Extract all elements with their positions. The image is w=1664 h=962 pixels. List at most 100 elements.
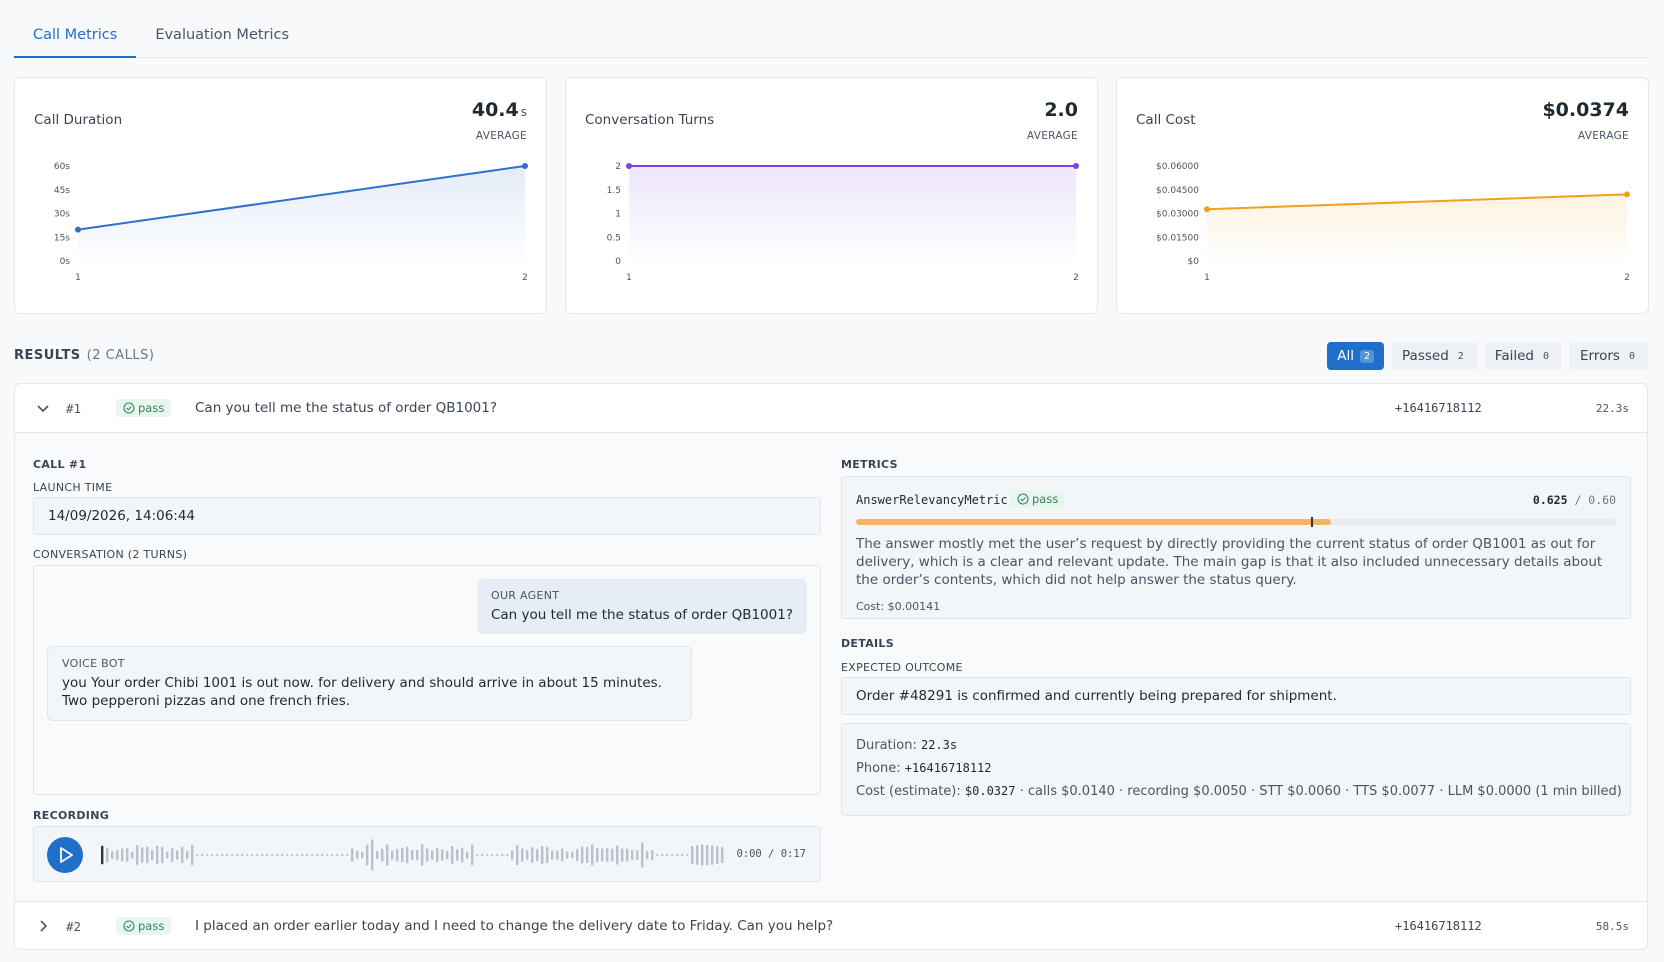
tab-evaluation-metrics[interactable]: Evaluation Metrics bbox=[155, 27, 290, 43]
waveform-bar bbox=[286, 854, 289, 856]
waveform-bar bbox=[686, 854, 689, 856]
waveform-bar bbox=[256, 854, 259, 856]
waveform-bar bbox=[666, 854, 669, 856]
waveform-bar bbox=[411, 849, 414, 861]
waveform-bar bbox=[601, 848, 604, 862]
waveform-bar bbox=[516, 844, 519, 866]
filter-failed-button[interactable]: Failed 0 bbox=[1484, 342, 1563, 370]
waveform-bar bbox=[431, 850, 434, 860]
y-tick-label: 1.5 bbox=[607, 186, 621, 196]
waveform-bar bbox=[566, 851, 569, 859]
filter-all-button[interactable]: All 2 bbox=[1327, 342, 1385, 370]
waveform-bar bbox=[571, 851, 574, 859]
status-text: pass bbox=[138, 919, 165, 933]
waveform-bar bbox=[176, 850, 179, 860]
call-phone: +16416718112 bbox=[1395, 401, 1482, 415]
waveform-bar bbox=[596, 847, 599, 863]
x-tick-label: 2 bbox=[1624, 273, 1630, 283]
waveform-bar bbox=[541, 845, 544, 865]
cost-value: $0.0327 bbox=[964, 784, 1016, 798]
card-average-value: 2.0 bbox=[1044, 99, 1078, 121]
waveform-bar bbox=[621, 848, 624, 862]
waveform-bar bbox=[361, 851, 364, 859]
series-line bbox=[1206, 193, 1628, 211]
score-bar-fill bbox=[856, 519, 1331, 525]
score-bar bbox=[856, 517, 1616, 527]
waveform-bar bbox=[591, 844, 594, 866]
card-title: Call Duration bbox=[34, 112, 123, 128]
call-row[interactable]: #2 pass I placed an order earlier today … bbox=[15, 902, 1647, 949]
value-number: 2.0 bbox=[1044, 99, 1078, 121]
filter-errors-button[interactable]: Errors 0 bbox=[1570, 342, 1648, 370]
expected-outcome-label: EXPECTED OUTCOME bbox=[841, 661, 963, 674]
value-number: $0.0374 bbox=[1542, 99, 1629, 121]
check-circle-icon bbox=[1017, 493, 1029, 505]
waveform[interactable] bbox=[99, 835, 739, 875]
series-line bbox=[77, 165, 526, 231]
conversation-box: OUR AGENT Can you tell me the status of … bbox=[33, 565, 821, 795]
phone-line: Phone: +16416718112 bbox=[856, 761, 992, 776]
waveform-bar bbox=[121, 848, 124, 862]
results-count: (2 CALLS) bbox=[86, 348, 155, 363]
waveform-bar bbox=[281, 854, 284, 856]
waveform-bar bbox=[216, 854, 219, 856]
duration-value: 22.3s bbox=[920, 738, 958, 752]
chevron-down-icon[interactable] bbox=[35, 400, 51, 416]
y-tick-label: 0 bbox=[615, 257, 621, 267]
waveform-bar bbox=[716, 846, 719, 864]
area-fill bbox=[78, 166, 525, 261]
area-fill bbox=[1207, 194, 1627, 261]
waveform-bar bbox=[646, 850, 649, 860]
waveform-bar bbox=[631, 849, 634, 861]
waveform-bar bbox=[496, 854, 499, 856]
waveform-bar bbox=[406, 846, 409, 864]
data-point bbox=[75, 226, 81, 233]
waveform-bar bbox=[156, 845, 159, 865]
waveform-bar bbox=[246, 854, 249, 856]
call-cost-card: $0.06000 $0.04500 $0.03000 $0.01500 $0 1 2 Cal… bbox=[1116, 77, 1649, 314]
y-tick-label: $0.01500 bbox=[1156, 233, 1199, 243]
call-duration: 22.3s bbox=[1595, 401, 1629, 415]
value-number: 40.4 bbox=[471, 99, 519, 121]
bot-message: VOICE BOT you Your order Chibi 1001 is o… bbox=[47, 646, 692, 721]
cost-breakdown: · calls $0.0140 · recording $0.0050 · ST… bbox=[1019, 784, 1622, 799]
waveform-bar bbox=[251, 854, 254, 856]
waveform-bar bbox=[296, 854, 299, 856]
waveform-bar bbox=[681, 854, 684, 856]
chevron-right-icon[interactable] bbox=[35, 918, 51, 934]
launch-time-field: 14/09/2026, 14:06:44 bbox=[33, 497, 821, 535]
waveform-bar bbox=[381, 848, 384, 862]
waveform-bar bbox=[421, 844, 424, 866]
call-question: I placed an order earlier today and I ne… bbox=[195, 918, 834, 934]
filter-label: Errors bbox=[1580, 348, 1620, 364]
y-tick-label: 15s bbox=[54, 233, 70, 243]
card-average-value: $0.0374 bbox=[1542, 99, 1629, 121]
x-tick-label: 1 bbox=[626, 273, 632, 283]
waveform-bar bbox=[321, 854, 324, 856]
play-button[interactable] bbox=[47, 837, 83, 873]
waveform-bar bbox=[261, 854, 264, 856]
waveform-bar bbox=[441, 849, 444, 861]
metric-cost: Cost: $0.00141 bbox=[856, 600, 941, 613]
waveform-bar bbox=[401, 847, 404, 863]
waveform-bar bbox=[146, 846, 149, 864]
filter-label: Passed bbox=[1402, 348, 1449, 364]
waveform-bar bbox=[536, 848, 539, 862]
call-label: CALL #1 bbox=[33, 458, 87, 471]
tab-call-metrics[interactable]: Call Metrics bbox=[14, 18, 137, 58]
call-cost-chart: $0.06000 $0.04500 $0.03000 $0.01500 $0 1 2 bbox=[1156, 162, 1630, 283]
conversation-label: CONVERSATION (2 TURNS) bbox=[33, 548, 188, 561]
waveform-bar bbox=[266, 854, 269, 856]
filter-passed-button[interactable]: Passed 2 bbox=[1392, 342, 1477, 370]
score-value: 0.625 bbox=[1532, 493, 1568, 507]
waveform-bar bbox=[366, 844, 369, 866]
waveform-bar bbox=[661, 854, 664, 856]
call-row[interactable]: #1 pass Can you tell me the status of or… bbox=[15, 384, 1647, 432]
waveform-bar bbox=[626, 848, 629, 862]
check-circle-icon bbox=[123, 402, 135, 414]
waveform-bar bbox=[706, 844, 709, 866]
message-text: Can you tell me the status of order QB10… bbox=[490, 607, 793, 623]
y-tick-label: 30s bbox=[54, 210, 70, 220]
waveform-bar bbox=[171, 848, 174, 862]
results-list: #1 pass Can you tell me the status of or… bbox=[14, 383, 1648, 950]
